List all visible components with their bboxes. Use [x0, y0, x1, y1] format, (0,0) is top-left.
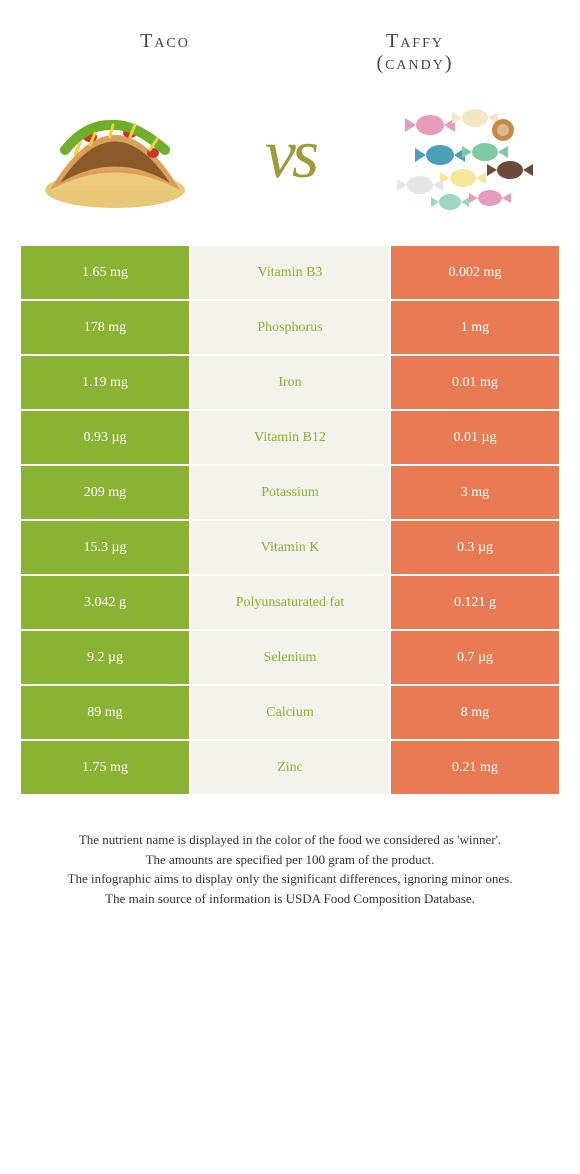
right-value: 1 mg: [390, 300, 560, 355]
left-value: 3.042 g: [20, 575, 190, 630]
right-food-title: Taffy: [290, 30, 540, 52]
table-row: 3.042 gPolyunsaturated fat0.121 g: [20, 575, 560, 630]
nutrient-name: Vitamin B12: [190, 410, 390, 465]
table-row: 1.75 mgZinc0.21 mg: [20, 740, 560, 795]
nutrient-name: Selenium: [190, 630, 390, 685]
table-row: 9.2 µgSelenium0.7 µg: [20, 630, 560, 685]
nutrient-name: Phosphorus: [190, 300, 390, 355]
left-value: 89 mg: [20, 685, 190, 740]
right-value: 0.01 µg: [390, 410, 560, 465]
header: Taco Taffy (candy): [20, 20, 560, 75]
left-food-header: Taco: [40, 30, 290, 52]
footer-line: The nutrient name is displayed in the co…: [40, 830, 540, 850]
nutrient-name: Calcium: [190, 685, 390, 740]
left-value: 1.75 mg: [20, 740, 190, 795]
table-row: 89 mgCalcium8 mg: [20, 685, 560, 740]
nutrient-name: Polyunsaturated fat: [190, 575, 390, 630]
right-value: 3 mg: [390, 465, 560, 520]
taco-image: [30, 85, 200, 225]
images-row: vs: [20, 75, 560, 245]
footer-notes: The nutrient name is displayed in the co…: [20, 830, 560, 908]
taffy-image: [380, 85, 550, 225]
left-value: 0.93 µg: [20, 410, 190, 465]
footer-line: The amounts are specified per 100 gram o…: [40, 850, 540, 870]
right-value: 8 mg: [390, 685, 560, 740]
nutrient-name: Vitamin K: [190, 520, 390, 575]
nutrient-name: Iron: [190, 355, 390, 410]
footer-line: The main source of information is USDA F…: [40, 889, 540, 909]
left-value: 209 mg: [20, 465, 190, 520]
table-row: 178 mgPhosphorus1 mg: [20, 300, 560, 355]
left-food-title: Taco: [40, 30, 290, 52]
left-value: 1.65 mg: [20, 245, 190, 300]
right-value: 0.01 mg: [390, 355, 560, 410]
table-row: 209 mgPotassium3 mg: [20, 465, 560, 520]
left-value: 15.3 µg: [20, 520, 190, 575]
right-value: 0.7 µg: [390, 630, 560, 685]
table-row: 0.93 µgVitamin B120.01 µg: [20, 410, 560, 465]
nutrient-name: Potassium: [190, 465, 390, 520]
right-food-header: Taffy (candy): [290, 30, 540, 75]
nutrient-name: Vitamin B3: [190, 245, 390, 300]
table-row: 1.19 mgIron0.01 mg: [20, 355, 560, 410]
nutrient-name: Zinc: [190, 740, 390, 795]
footer-line: The infographic aims to display only the…: [40, 869, 540, 889]
right-food-subtitle: (candy): [290, 52, 540, 75]
table-row: 15.3 µgVitamin K0.3 µg: [20, 520, 560, 575]
left-value: 9.2 µg: [20, 630, 190, 685]
right-value: 0.002 mg: [390, 245, 560, 300]
right-value: 0.121 g: [390, 575, 560, 630]
left-value: 178 mg: [20, 300, 190, 355]
table-row: 1.65 mgVitamin B30.002 mg: [20, 245, 560, 300]
right-value: 0.3 µg: [390, 520, 560, 575]
right-value: 0.21 mg: [390, 740, 560, 795]
left-value: 1.19 mg: [20, 355, 190, 410]
vs-label: vs: [265, 115, 315, 195]
comparison-table: 1.65 mgVitamin B30.002 mg178 mgPhosphoru…: [20, 245, 560, 795]
